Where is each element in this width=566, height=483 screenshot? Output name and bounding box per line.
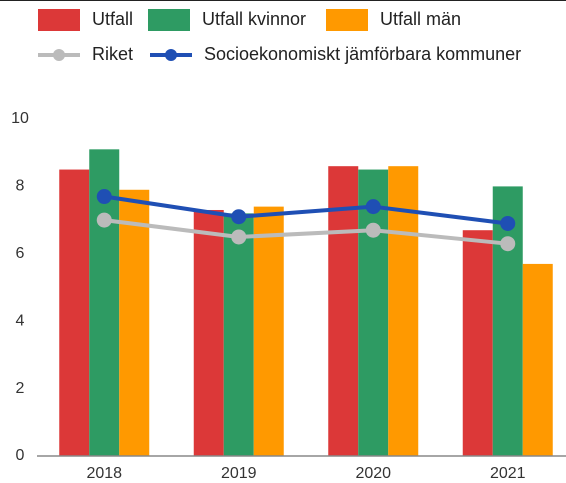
bar [193,209,224,456]
legend-label: Utfall [92,9,133,29]
y-tick-label: 6 [16,245,25,262]
x-tick-label: 2019 [221,465,257,482]
bar [328,166,359,456]
legend-label: Riket [92,44,133,64]
y-tick-label: 10 [11,110,29,127]
legend-label: Socioekonomiskt jämförbara kommuner [204,44,521,64]
x-tick-label: 2020 [355,465,391,482]
bar [119,189,150,456]
line-point [231,209,247,225]
line-point [96,189,112,205]
legend-swatch [53,49,65,61]
legend-swatch [38,9,80,31]
y-tick-label: 2 [16,380,25,397]
line [103,194,508,226]
line [104,218,508,246]
legend-label: Utfall kvinnor [202,9,306,29]
line-point [365,222,381,238]
x-tick-label: 2021 [490,465,526,482]
bar [253,206,284,456]
legend-swatch [326,9,368,31]
legend-swatch [165,49,177,61]
bar [462,230,493,456]
line-point [96,212,112,228]
legend-label: Utfall män [380,9,461,29]
x-tick-label: 2018 [86,465,122,482]
bar [358,169,389,457]
bar [388,166,419,456]
y-tick-label: 4 [16,312,25,329]
bar [223,213,254,456]
line-point [365,199,381,215]
y-tick-label: 8 [16,178,25,195]
line-point [500,215,516,231]
y-tick-label: 0 [16,447,25,464]
line-point [231,229,247,245]
bar [492,186,523,456]
legend-swatch [148,9,190,31]
bar [59,169,90,457]
line-point [500,236,516,252]
bar [522,263,553,456]
